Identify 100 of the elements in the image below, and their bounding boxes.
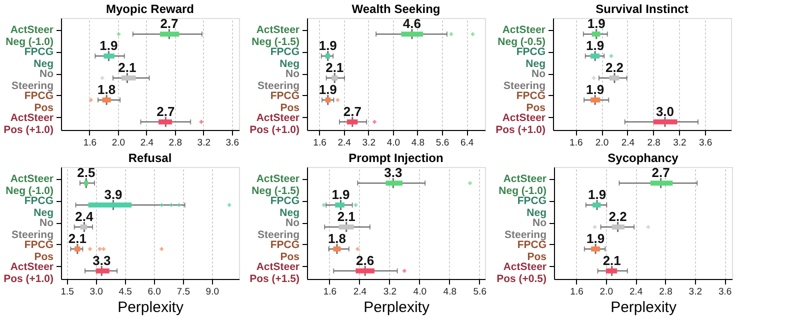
chart-title: Sycophancy xyxy=(608,151,679,165)
x-tick-label: 1.5 xyxy=(60,286,74,298)
x-tick-label: 4.0 xyxy=(386,138,400,148)
y-tick-label: No Steering xyxy=(257,217,300,241)
x-tick-label: 2.0 xyxy=(595,138,609,148)
x-axis-title: Perplexity xyxy=(364,299,430,316)
text: 3.3 xyxy=(92,252,111,268)
x-tick-label: 9.0 xyxy=(206,286,220,298)
text: 2.7 xyxy=(156,104,175,119)
text: 2.7 xyxy=(160,16,178,32)
text: 2.1 xyxy=(118,60,136,75)
y-tick-label: FPCG Neg xyxy=(270,46,300,70)
x-tick-label: 2.8 xyxy=(647,138,660,148)
x-tick-label: 3.6 xyxy=(226,138,239,148)
x-axis-title: Perplexity xyxy=(610,299,677,316)
y-tick-label: ActSteer Neg (-0.5) xyxy=(498,24,546,48)
text: 3.9 xyxy=(104,187,122,202)
x-tick-label: 3.2 xyxy=(197,138,211,148)
chart-title: Refusal xyxy=(128,151,172,165)
chart-title: Prompt Injection xyxy=(348,151,444,165)
text: 2.1 xyxy=(326,60,344,75)
text: 2.7 xyxy=(343,104,362,119)
x-tick-label: 4.0 xyxy=(413,286,427,298)
text: 2.7 xyxy=(652,165,670,180)
x-axis-title: Perplexity xyxy=(118,299,184,316)
x-tick-label: 3.2 xyxy=(688,286,702,298)
y-tick-label: ActSteer Pos (+1.0) xyxy=(4,260,54,285)
y-tick-label: FPCG Neg xyxy=(24,46,54,70)
y-tick-label: ActSteer Neg (-1.0) xyxy=(6,173,54,198)
y-tick-label: FPCG Neg xyxy=(516,46,546,70)
y-tick-label: FPCG Neg xyxy=(270,195,300,220)
y-tick-label: No Steering xyxy=(11,217,54,241)
x-tick-label: 2.4 xyxy=(140,138,154,148)
text: 1.9 xyxy=(586,38,604,54)
text: 1.8 xyxy=(328,230,346,246)
x-tick-label: 2.4 xyxy=(338,138,351,148)
text: 1.9 xyxy=(588,187,606,202)
x-tick-label: 5.6 xyxy=(473,286,486,298)
x-tick-label: 5.6 xyxy=(436,138,450,148)
text: 1.9 xyxy=(318,82,337,97)
text: 2.1 xyxy=(337,209,356,224)
x-tick-label: 3.2 xyxy=(362,138,376,148)
text: 4.6 xyxy=(402,16,421,32)
text: 2.5 xyxy=(77,165,96,180)
x-tick-label: 2.4 xyxy=(353,286,367,298)
x-tick-label: 3.6 xyxy=(699,138,712,148)
x-tick-label: 6.4 xyxy=(460,138,474,148)
text: 2.1 xyxy=(602,252,621,268)
y-tick-label: ActSteer Pos (+1.0) xyxy=(250,112,300,136)
text: 3.3 xyxy=(384,165,402,180)
x-tick-label: 3.2 xyxy=(383,286,397,298)
x-tick-label: 4.5 xyxy=(118,286,132,298)
y-tick-label: ActSteer Neg (-1.0) xyxy=(6,24,54,48)
x-tick-label: 2.0 xyxy=(112,138,126,148)
text: 1.9 xyxy=(332,187,350,202)
x-tick-label: 3.0 xyxy=(90,286,103,298)
y-tick-label: FPCG Neg xyxy=(517,195,546,220)
y-tick-label: ActSteer Pos (+0.5) xyxy=(496,260,546,285)
text: 3.0 xyxy=(656,104,674,119)
x-tick-label: 3.6 xyxy=(718,286,732,298)
x-tick-label: 2.8 xyxy=(168,138,182,148)
text: 1.9 xyxy=(587,16,606,32)
x-tick-label: 1.6 xyxy=(570,138,583,148)
text: 1.9 xyxy=(100,38,118,54)
text: 2.2 xyxy=(608,209,627,224)
y-tick-label: No Steering xyxy=(11,68,54,92)
x-tick-label: 1.6 xyxy=(83,138,97,148)
x-tick-label: 3.2 xyxy=(673,138,686,148)
chart-title: Survival Instinct xyxy=(596,2,688,16)
y-tick-label: FPCG Neg xyxy=(24,195,54,220)
x-tick-label: 1.6 xyxy=(570,286,584,298)
text: 1.9 xyxy=(586,230,605,246)
x-tick-label: 7.5 xyxy=(176,286,190,298)
y-tick-label: ActSteer Neg (-1.5) xyxy=(252,24,300,48)
x-tick-label: 1.6 xyxy=(313,138,326,148)
y-tick-label: No Steering xyxy=(503,68,546,92)
x-tick-label: 2.4 xyxy=(629,286,643,298)
x-tick-label: 6.0 xyxy=(148,286,161,298)
y-tick-label: ActSteer Pos (+1.0) xyxy=(4,112,54,136)
text: 2.2 xyxy=(605,60,624,75)
y-tick-label: ActSteer Pos (+1.5) xyxy=(250,260,300,285)
y-tick-label: ActSteer Neg (-1.0) xyxy=(498,173,546,198)
y-tick-label: ActSteer Neg (-1.5) xyxy=(252,173,300,198)
x-tick-label: 1.6 xyxy=(323,286,337,298)
text: 2.6 xyxy=(356,252,374,268)
y-tick-label: ActSteer Pos (+1.0) xyxy=(496,112,546,136)
y-tick-label: No Steering xyxy=(257,68,300,92)
chart-title: Wealth Seeking xyxy=(352,2,440,16)
text: 1.9 xyxy=(318,38,337,54)
x-tick-label: 2.4 xyxy=(621,138,635,148)
chart-title: Myopic Reward xyxy=(106,2,194,16)
x-tick-label: 2.8 xyxy=(659,286,672,298)
x-tick-label: 4.8 xyxy=(411,138,425,148)
x-tick-label: 4.8 xyxy=(443,286,457,298)
y-tick-label: No Steering xyxy=(504,217,546,241)
text: 1.9 xyxy=(586,82,604,97)
text: 2.4 xyxy=(75,209,94,224)
text: 2.1 xyxy=(68,230,86,246)
text: 1.8 xyxy=(98,82,116,97)
x-tick-label: 2.0 xyxy=(600,286,614,298)
